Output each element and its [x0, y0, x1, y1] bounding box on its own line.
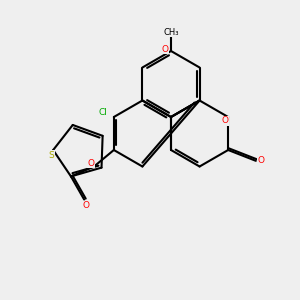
Text: O: O [161, 45, 169, 54]
Text: O: O [258, 156, 265, 165]
Text: O: O [82, 201, 89, 210]
Text: Cl: Cl [99, 108, 108, 117]
Text: CH₃: CH₃ [163, 28, 179, 37]
Text: S: S [49, 151, 55, 160]
Text: O: O [88, 159, 94, 168]
Text: O: O [222, 116, 229, 125]
